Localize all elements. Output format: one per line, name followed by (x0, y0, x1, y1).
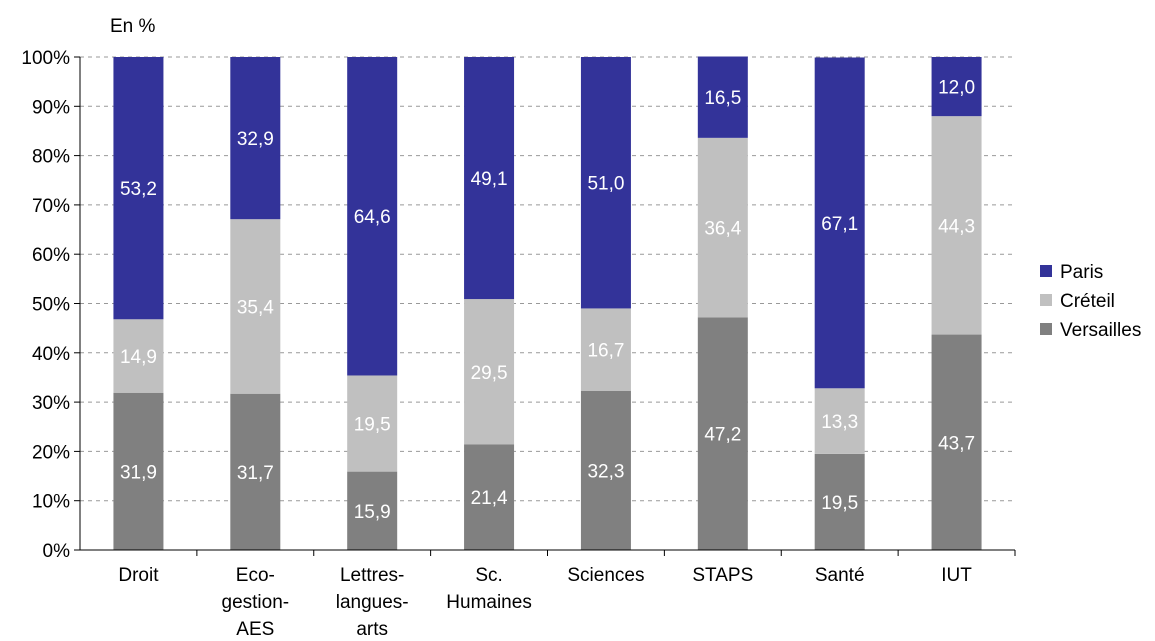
x-tick-label: Sciences (567, 565, 644, 586)
y-tick-label: 30% (32, 393, 70, 414)
data-label: 32,3 (587, 461, 624, 482)
axes: 0% 10% 20% 30% 40% 50% 60% 70% 80% 90% 100% Droit Ec… (21, 48, 1016, 640)
data-label: 15,9 (354, 502, 391, 523)
bar-segment-versailles (697, 317, 748, 550)
bar-segment-paris (580, 57, 631, 309)
bar-segment-paris (464, 57, 515, 300)
data-label: 16,7 (587, 341, 624, 362)
data-label: 49,1 (471, 169, 508, 190)
x-tick-label: Eco-gestion-AES (222, 565, 290, 640)
legend-swatch-paris (1040, 265, 1052, 277)
data-label: 12,0 (938, 78, 975, 99)
bar-segment-versailles (347, 471, 398, 550)
data-label: 21,4 (471, 488, 508, 509)
y-tick-label: 100% (21, 48, 70, 69)
y-tick-label: 80% (32, 147, 70, 168)
bar-segment-versailles (580, 390, 631, 550)
bar-segment-versailles (464, 444, 515, 550)
bar-segment-paris (814, 57, 865, 389)
bar-segment-créteil (347, 375, 398, 472)
data-label: 29,5 (471, 363, 508, 384)
bar-segment-créteil (464, 299, 515, 445)
legend-label: Créteil (1060, 291, 1115, 312)
legend-label: Paris (1060, 262, 1103, 283)
data-label: 32,9 (237, 129, 274, 150)
data-label: 43,7 (938, 433, 975, 454)
bar-segment-créteil (113, 319, 164, 393)
bar-segment-paris (931, 57, 982, 117)
bar-segment-créteil (814, 388, 865, 454)
y-axis-unit-label: En % (110, 16, 156, 37)
bar-segment-paris (347, 57, 398, 376)
bar-segment-versailles (931, 334, 982, 550)
bar-segment-paris (230, 57, 281, 220)
legend-swatch-versailles (1040, 323, 1052, 335)
bar-segment-créteil (580, 308, 631, 391)
gridlines (80, 56, 1015, 502)
data-label: 64,6 (354, 207, 391, 228)
y-tick-label: 40% (32, 344, 70, 365)
y-tick-label: 20% (32, 442, 70, 463)
bar-segment-versailles (814, 453, 865, 550)
legend-label: Versailles (1060, 320, 1141, 341)
data-label: 53,2 (120, 179, 157, 200)
bar-segment-versailles (230, 393, 281, 550)
x-tick-label: Lettres-langues-arts (336, 565, 409, 640)
bar-segment-paris (697, 56, 748, 138)
data-label: 67,1 (821, 214, 858, 235)
x-tick-label: STAPS (692, 565, 753, 586)
legend-swatch-créteil (1040, 294, 1052, 306)
data-label: 14,9 (120, 347, 157, 368)
y-tick-label: 60% (32, 245, 70, 266)
y-tick-label: 0% (43, 541, 71, 562)
y-tick-label: 90% (32, 97, 70, 118)
data-label: 36,4 (704, 219, 741, 240)
data-label: 16,5 (704, 88, 741, 109)
x-tick-label: IUT (941, 565, 972, 586)
bar-segment-paris (113, 57, 164, 320)
data-label: 51,0 (587, 174, 624, 195)
data-label: 31,7 (237, 463, 274, 484)
data-label: 44,3 (938, 216, 975, 237)
data-label: 31,9 (120, 462, 157, 483)
x-tick-label: Santé (815, 565, 865, 586)
bar-segment-versailles (113, 392, 164, 550)
data-label: 47,2 (704, 425, 741, 446)
bars: 31,9 14,9 53,2 31,7 35,4 32,9 15,9 19,5 64,6 21,4… (113, 56, 982, 550)
bar-segment-créteil (230, 219, 281, 394)
data-label: 13,3 (821, 412, 858, 433)
bar-segment-créteil (931, 116, 982, 335)
legend: Paris Créteil Versailles (1040, 262, 1141, 341)
data-label: 35,4 (237, 297, 274, 318)
x-tick-label: Droit (118, 565, 159, 586)
bar-segment-créteil (697, 137, 748, 318)
y-tick-label: 10% (32, 492, 70, 513)
data-label: 19,5 (821, 493, 858, 514)
x-tick-label: Sc. Humaines (446, 565, 532, 613)
y-tick-label: 70% (32, 196, 70, 217)
y-tick-label: 50% (32, 295, 70, 316)
data-label: 19,5 (354, 415, 391, 436)
